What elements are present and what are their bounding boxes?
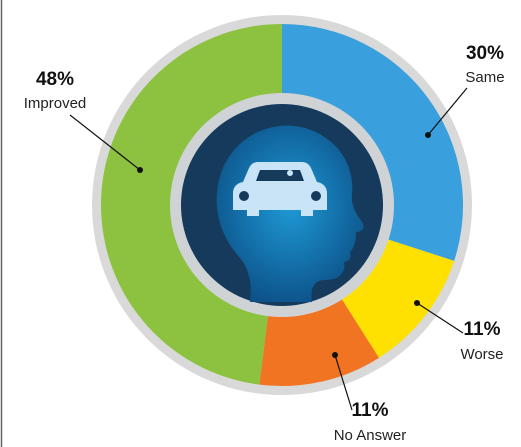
category-label: Improved xyxy=(24,95,87,112)
category-label: Same xyxy=(465,69,504,86)
labels: 30% Same 11% Worse 11% No Answer 48% Improved xyxy=(24,43,505,444)
leader-dot xyxy=(332,352,338,358)
value-label: 11% xyxy=(352,400,389,421)
category-label: Worse xyxy=(460,346,503,363)
value-label: 30% xyxy=(466,43,504,64)
value-label: 11% xyxy=(464,319,501,340)
slice xyxy=(100,24,282,385)
value-label: 48% xyxy=(36,69,74,90)
leader-line xyxy=(69,114,141,171)
leader-dot xyxy=(137,167,143,173)
leader-dot xyxy=(414,300,420,306)
leader-line xyxy=(334,354,353,411)
leader-line xyxy=(427,87,468,136)
leader-dot xyxy=(425,132,431,138)
head-icon xyxy=(216,125,364,303)
category-label: No Answer xyxy=(334,427,407,444)
leader-line xyxy=(416,302,464,334)
